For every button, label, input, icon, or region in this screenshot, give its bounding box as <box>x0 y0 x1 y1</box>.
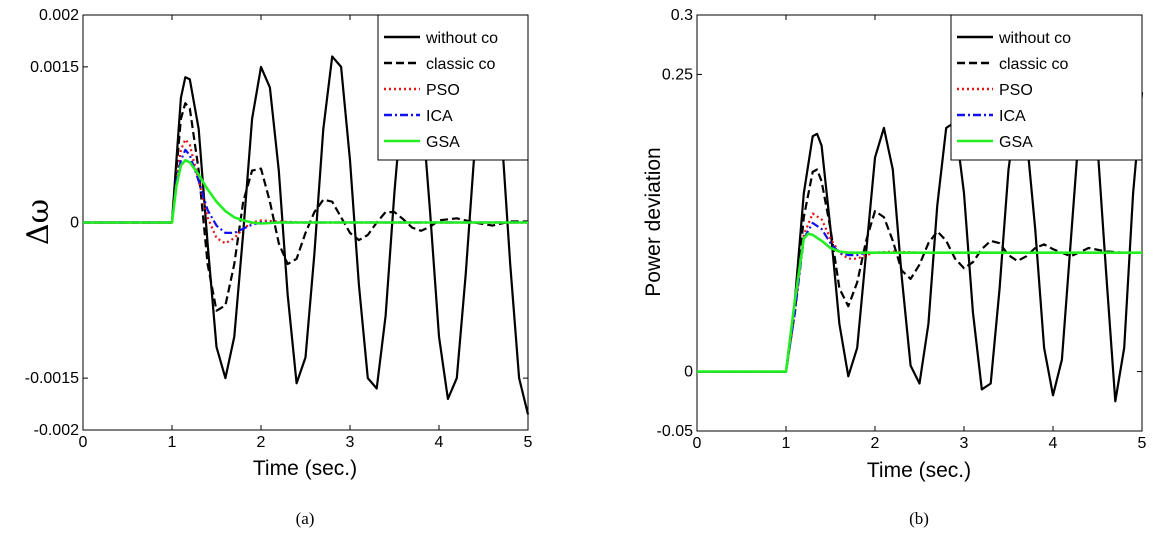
legend-label-b-0: without co <box>998 30 1071 47</box>
x-tick-label-a-0: 0 <box>79 434 88 451</box>
series-b-4 <box>697 232 1142 373</box>
legend-label-b-4: GSA <box>999 134 1033 151</box>
y-tick-label-a-2: 0 <box>70 215 79 232</box>
series-b-1 <box>697 168 1142 373</box>
series-a-3 <box>83 148 528 234</box>
legend-label-a-4: GSA <box>426 134 460 151</box>
x-tick-label-a-4: 4 <box>435 434 444 451</box>
ticks-a: 0 1 2 3 4 5 -0.002 -0.0015 0 0.0015 0.002 <box>25 7 533 451</box>
chart-a: 0 1 2 3 4 5 -0.002 -0.0015 0 0.0015 0.002 without … <box>21 7 533 528</box>
series-a-1 <box>83 102 528 312</box>
y-tick-label-a-1: -0.0015 <box>25 370 79 387</box>
y-tick-label-a-3: 0.0015 <box>30 59 79 76</box>
series-a-4 <box>83 159 528 225</box>
y-tick-label-b-2: 0.25 <box>662 66 693 83</box>
x-tick-label-b-3: 3 <box>960 435 969 452</box>
y-tick-label-b-0: -0.05 <box>657 423 694 440</box>
x-tick-label-b-0: 0 <box>693 435 702 452</box>
legend-label-b-3: ICA <box>999 108 1026 125</box>
series-a-2 <box>83 138 528 245</box>
caption-a: (a) <box>296 509 315 528</box>
legend-label-b-2: PSO <box>999 82 1033 99</box>
legend-label-a-0: without co <box>425 30 498 47</box>
legend-a: without co classic co PSO ICA GSA <box>377 14 529 161</box>
legend-label-b-1: classic co <box>999 56 1068 73</box>
series-a-0 <box>83 44 530 415</box>
series-a <box>83 44 530 415</box>
x-tick-label-b-4: 4 <box>1049 435 1058 452</box>
y-tick-label-b-1: 0 <box>684 364 693 381</box>
legend-b: without co classic co PSO ICA GSA <box>950 14 1143 161</box>
x-tick-label-a-5: 5 <box>524 434 533 451</box>
legend-box-b <box>950 14 1143 161</box>
caption-b: (b) <box>909 509 929 528</box>
y-tick-label-a-0: -0.002 <box>34 422 79 439</box>
x-tick-label-b-2: 2 <box>871 435 880 452</box>
y-axis-label-a: Δω <box>21 199 56 245</box>
legend-box-a <box>377 14 529 161</box>
y-tick-label-b-3: 0.3 <box>671 7 693 24</box>
x-tick-label-b-1: 1 <box>782 435 791 452</box>
y-tick-label-a-4: 0.002 <box>39 7 79 24</box>
x-axis-label-b: Time (sec.) <box>867 459 971 482</box>
x-tick-label-a-1: 1 <box>168 434 177 451</box>
x-axis-label-a: Time (sec.) <box>253 457 357 480</box>
x-tick-label-b-5: 5 <box>1138 435 1147 452</box>
x-tick-label-a-3: 3 <box>346 434 355 451</box>
legend-label-a-1: classic co <box>426 56 495 73</box>
y-axis-label-b: Power deviation <box>642 147 665 296</box>
x-tick-label-a-2: 2 <box>257 434 266 451</box>
legend-label-a-3: ICA <box>426 108 453 125</box>
legend-label-a-2: PSO <box>426 82 460 99</box>
